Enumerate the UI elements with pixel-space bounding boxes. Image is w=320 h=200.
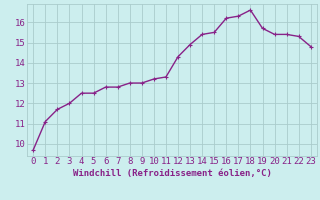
X-axis label: Windchill (Refroidissement éolien,°C): Windchill (Refroidissement éolien,°C): [73, 169, 271, 178]
